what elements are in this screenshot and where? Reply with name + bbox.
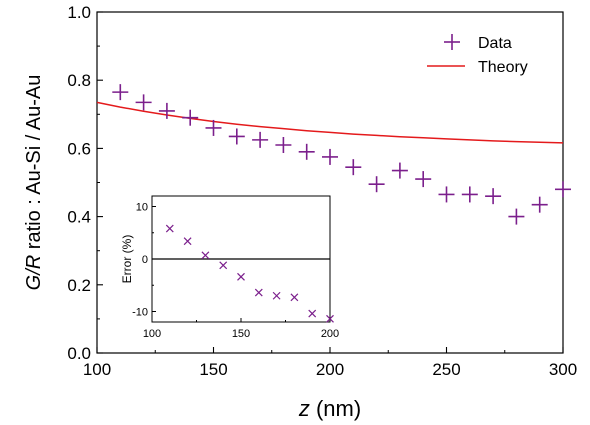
data-point: [182, 109, 199, 126]
legend-marker-data: [444, 34, 460, 50]
inset-error-point: [165, 224, 174, 233]
inset-y-tick-label: 0: [142, 254, 148, 266]
inset-y-tick-label: 10: [136, 202, 148, 214]
data-point: [368, 176, 385, 193]
inset-x-tick-label: 150: [232, 328, 250, 340]
x-tick-label: 300: [549, 360, 577, 379]
inset-error-point: [219, 261, 228, 270]
x-tick-label: 250: [432, 360, 460, 379]
data-point: [322, 148, 338, 165]
inset-error-point: [326, 314, 334, 323]
y-tick-label: 0.2: [67, 276, 91, 295]
legend-label-theory: Theory: [478, 59, 528, 76]
y-tick-label: 0.0: [67, 344, 91, 363]
x-tick-label: 200: [316, 360, 344, 379]
data-point: [228, 128, 245, 145]
inset-error-point: [254, 288, 263, 297]
data-point: [555, 181, 571, 198]
inset-y-axis-title: Error (%): [120, 235, 134, 284]
data-point: [275, 136, 292, 153]
data-point: [531, 196, 548, 213]
inset-error-point: [272, 291, 281, 300]
inset-error-point: [290, 293, 299, 302]
data-point: [298, 143, 315, 160]
data-point: [438, 186, 455, 203]
data-point: [252, 131, 269, 148]
x-tick-label: 150: [199, 360, 227, 379]
inset-plot: 100 150 200 -10 0 10 Error (%): [120, 195, 339, 340]
data-point: [158, 102, 175, 119]
inset-error-point: [308, 309, 317, 318]
data-point: [135, 94, 152, 111]
inset-y-tick-label: -10: [132, 307, 148, 319]
data-point: [345, 159, 362, 176]
legend: Data Theory: [427, 34, 528, 76]
theory-line: [96, 101, 564, 144]
data-point: [205, 119, 222, 136]
x-tick-label: 100: [83, 360, 111, 379]
y-tick-label: 0.4: [67, 208, 91, 227]
data-point: [485, 188, 502, 205]
y-axis-title: G/R ratio : Au-Si / Au-Au: [23, 75, 45, 291]
y-tick-label: 0.6: [67, 139, 91, 158]
data-point: [461, 186, 478, 203]
inset-x-tick-label: 200: [321, 328, 339, 340]
inset-error-point: [183, 237, 192, 246]
data-point: [415, 171, 432, 188]
inset-x-tick-label: 100: [143, 328, 161, 340]
y-tick-label: 0.8: [67, 71, 91, 90]
inset-error-point: [237, 272, 245, 281]
data-point: [112, 84, 129, 101]
inset-error-point: [201, 251, 210, 260]
x-axis-title: z (nm): [298, 396, 361, 421]
data-point: [508, 208, 525, 225]
legend-label-data: Data: [478, 35, 512, 52]
data-point: [391, 162, 408, 179]
y-tick-label: 1.0: [67, 3, 91, 22]
